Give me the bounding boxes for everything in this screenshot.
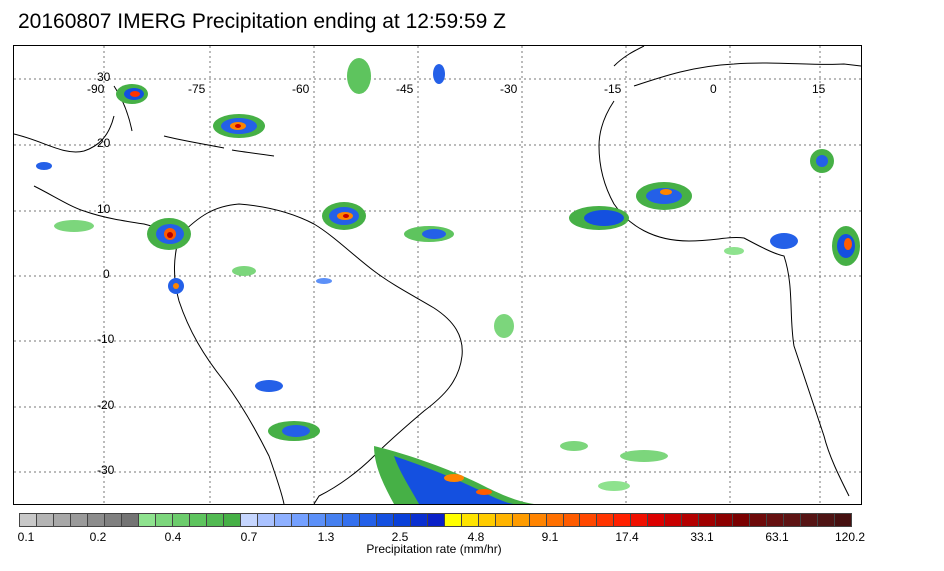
map-title: 20160807 IMERG Precipitation ending at 1… [18,10,506,33]
colorbar-swatch [36,514,54,526]
colorbar-swatch [240,514,258,526]
colorbar-swatch [20,514,37,526]
precipitation-cells [36,58,860,504]
colorbar-tick-label: 2.5 [391,530,409,544]
lat-label: -20 [97,398,115,412]
colorbar-swatch [342,514,360,526]
colorbar-swatch [121,514,139,526]
colorbar-swatch [308,514,326,526]
lon-label: 15 [812,82,826,96]
colorbar-swatch [393,514,411,526]
lon-label: -75 [188,82,206,96]
colorbar [19,513,852,527]
colorbar-swatch [410,514,428,526]
colorbar-swatch [631,514,649,526]
lat-label: 10 [97,202,111,216]
colorbar-title: Precipitation rate (mm/hr) [366,542,502,556]
colorbar-tick-label: 4.8 [467,530,485,544]
colorbar-swatch [444,514,462,526]
colorbar-swatch [716,514,734,526]
lat-label: -10 [97,332,115,346]
colorbar-swatch [682,514,700,526]
colorbar-swatch [784,514,802,526]
colorbar-swatch [325,514,343,526]
colorbar-swatch [223,514,241,526]
colorbar-swatch [614,514,632,526]
colorbar-swatch [376,514,394,526]
colorbar-swatch [665,514,683,526]
colorbar-swatch [291,514,309,526]
colorbar-swatch [87,514,105,526]
lon-label: 0 [710,82,717,96]
colorbar-swatch [818,514,836,526]
colorbar-tick-label: 0.2 [89,530,107,544]
lat-label: -30 [97,463,115,477]
colorbar-swatch [546,514,564,526]
colorbar-swatch [801,514,819,526]
colorbar-swatch [257,514,275,526]
precipitation-map: -90 -75 -60 -45 -30 -15 0 15 30 20 10 0 … [13,45,862,505]
colorbar-swatch [359,514,377,526]
colorbar-tick-label: 1.3 [317,530,335,544]
colorbar-tick-label: 120.2 [834,530,866,544]
colorbar-swatch [563,514,581,526]
colorbar-tick-label: 0.1 [17,530,35,544]
colorbar-swatch [53,514,71,526]
colorbar-swatch [206,514,224,526]
colorbar-swatch [767,514,785,526]
lon-label: -30 [500,82,518,96]
colorbar-swatch [750,514,768,526]
colorbar-tick-label: 0.4 [164,530,182,544]
graticule [14,46,861,504]
colorbar-swatch [699,514,717,526]
colorbar-swatch [461,514,479,526]
colorbar-swatch [427,514,445,526]
lon-label: -45 [396,82,414,96]
colorbar-tick-label: 17.4 [615,530,639,544]
colorbar-swatch [597,514,615,526]
lon-label: -90 [87,82,105,96]
lat-label: 20 [97,136,111,150]
colorbar-swatch [733,514,751,526]
colorbar-swatch [155,514,173,526]
colorbar-swatch [580,514,598,526]
colorbar-tick-label: 9.1 [541,530,559,544]
map-canvas [14,46,861,504]
colorbar-swatch [835,514,852,526]
colorbar-swatch [648,514,666,526]
lat-label: 30 [97,70,111,84]
colorbar-tick-label: 0.7 [240,530,258,544]
colorbar-swatch [138,514,156,526]
colorbar-swatch [104,514,122,526]
colorbar-tick-label: 33.1 [690,530,714,544]
lon-label: -15 [604,82,622,96]
colorbar-swatch [172,514,190,526]
colorbar-swatch [189,514,207,526]
colorbar-swatch [478,514,496,526]
colorbar-tick-label: 63.1 [765,530,789,544]
colorbar-swatch [70,514,88,526]
lon-label: -60 [292,82,310,96]
colorbar-swatch [512,514,530,526]
coastlines [14,46,861,504]
colorbar-swatch [495,514,513,526]
colorbar-swatch [529,514,547,526]
colorbar-swatch [274,514,292,526]
lat-label: 0 [103,267,110,281]
